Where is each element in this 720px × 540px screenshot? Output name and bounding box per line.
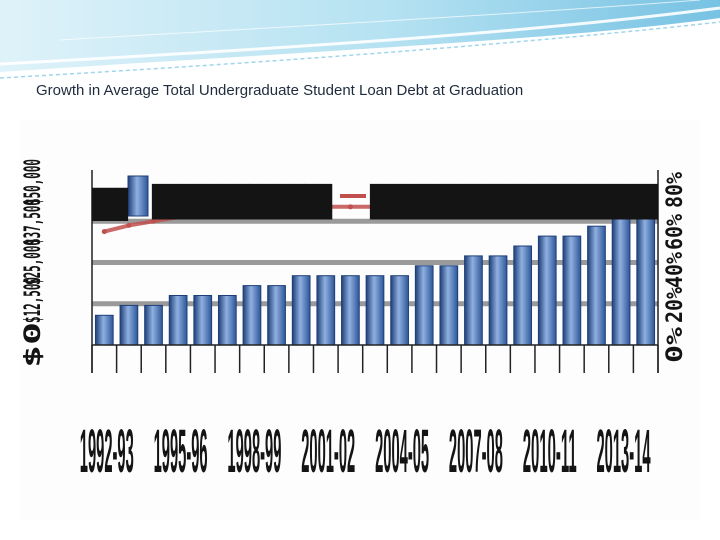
x-tick-label-2013-14: 2013-14 (597, 418, 651, 486)
line-point-2007-08 (470, 200, 476, 206)
y-right-tick-label: 0% (663, 326, 688, 363)
line-point-1996-97 (200, 212, 206, 218)
bar-2004-05 (390, 275, 409, 346)
line-point-1992-93 (101, 229, 107, 235)
line-point-2010-11 (544, 198, 550, 204)
bar-1992-93 (94, 314, 114, 346)
line-point-1997-98 (224, 210, 230, 216)
legend-bar-label: █████████████ (151, 183, 332, 220)
bar-1993-94 (119, 304, 139, 346)
line-point-1999-00 (274, 206, 280, 212)
line-point-2000-01 (298, 204, 304, 210)
line-point-1998-99 (249, 208, 255, 214)
bar-2010-11 (537, 235, 557, 346)
line-point-2006-07 (446, 202, 452, 208)
bar-2011-12 (562, 235, 582, 346)
bar-1998-99 (242, 285, 262, 346)
bar-1994-95 (144, 304, 163, 346)
x-tick-label-2007-08: 2007-08 (449, 418, 503, 486)
bar-2001-02 (316, 275, 336, 346)
bar-1995-96 (168, 295, 188, 346)
y-right-tick-label: 60% (663, 213, 688, 250)
y-left-tick-label: $37,500 (21, 199, 46, 245)
line-point-2005-06 (421, 202, 427, 208)
y-left-tick-label: $12,500 (21, 277, 46, 323)
y-right-tick-label: 80% (663, 171, 688, 208)
bar-2007-08 (464, 255, 483, 346)
x-tick-label-1995-96: 1995-96 (154, 418, 208, 486)
bar-2014-15 (636, 205, 656, 346)
y-right-tick-label: 40% (663, 251, 688, 288)
bar-1996-97 (193, 295, 213, 346)
x-tick-label-2004-05: 2004-05 (375, 418, 429, 486)
line-point-1993-94 (126, 222, 132, 228)
line-point-2011-12 (569, 198, 575, 204)
y-right-tick-label: 20% (663, 286, 688, 323)
line-point-1995-96 (175, 214, 181, 220)
bar-2012-13 (587, 225, 606, 346)
x-tick-label-1992-93: 1992-93 (80, 418, 134, 486)
line-point-2008-09 (495, 200, 501, 206)
line-point-2001-02 (323, 204, 329, 210)
line-point-2003-04 (372, 204, 378, 210)
line-point-2004-05 (397, 204, 403, 210)
bar-1999-00 (267, 285, 286, 346)
bar-2008-09 (488, 255, 508, 346)
bar-2003-04 (365, 275, 385, 346)
x-tick-label-2001-02: 2001-02 (301, 418, 355, 486)
x-tick-label-1998-99: 1998-99 (227, 418, 281, 486)
header-swoosh-decoration (0, 0, 720, 79)
bar-1997-98 (217, 295, 237, 346)
line-point-2013-14 (618, 196, 624, 202)
line-point-2014-15 (643, 196, 649, 202)
legend-line-label: ████████████████████████ (369, 183, 658, 220)
x-tick-label-2010-11: 2010-11 (523, 418, 577, 486)
legend-bar-swatch (127, 175, 149, 217)
y-left-tick-label: $0 (21, 322, 46, 368)
bar-2000-01 (291, 275, 311, 346)
legend-left-label: ███ (91, 187, 129, 221)
bar-2005-06 (414, 265, 434, 346)
line-point-2002-03 (347, 204, 353, 210)
y-left-tick-label: $50,000 (21, 159, 46, 205)
slide-title: Growth in Average Total Undergraduate St… (36, 82, 524, 99)
line-point-2009-10 (520, 198, 526, 204)
bar-2002-03 (341, 275, 360, 346)
line-point-2012-13 (593, 198, 599, 204)
bar-2013-14 (611, 215, 631, 346)
bar-2009-10 (513, 245, 533, 346)
y-left-tick-label: $25,000 (21, 239, 46, 285)
bar-2006-07 (439, 265, 459, 346)
line-point-1994-95 (151, 218, 157, 224)
